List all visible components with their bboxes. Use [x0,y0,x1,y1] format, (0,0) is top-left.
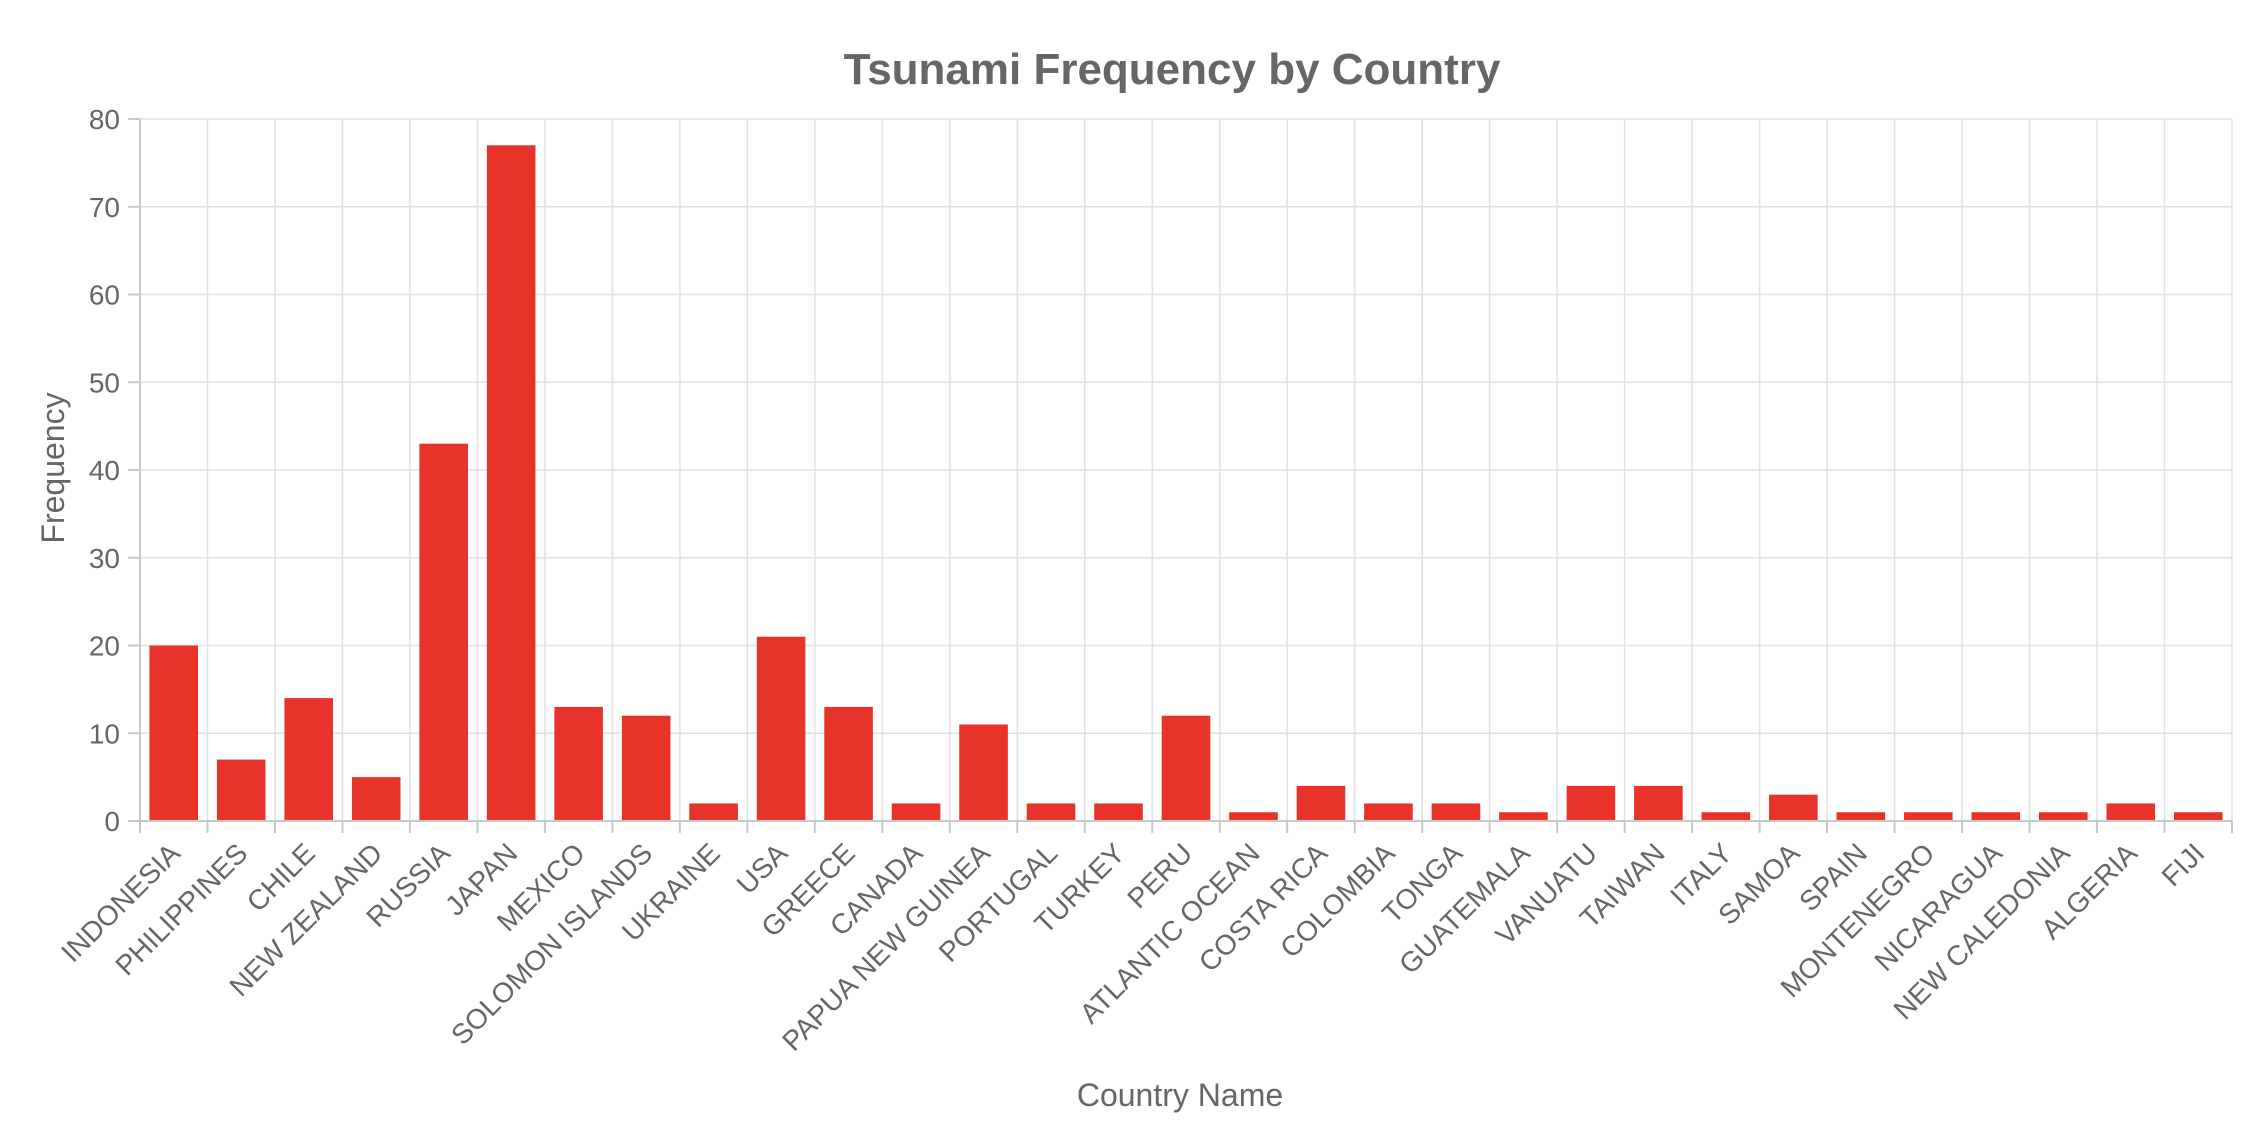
x-axis-title: Country Name [1077,1077,1283,1113]
bar[interactable] [1701,812,1751,821]
y-axis-title: Frequency [35,392,71,543]
bar[interactable] [2038,812,2088,821]
bars [149,145,2223,822]
bar[interactable] [689,803,738,821]
y-tick-label: 30 [89,543,120,574]
bar[interactable] [959,724,1008,821]
y-tick-label: 50 [89,367,120,398]
y-tick-label: 80 [89,104,120,135]
bar[interactable] [621,715,671,821]
x-tick-label: USA [731,837,794,900]
bar[interactable] [1499,812,1548,821]
bar[interactable] [891,803,941,821]
y-tick-label: 20 [89,631,120,662]
y-tick-label: 40 [89,455,120,486]
bar[interactable] [1971,812,2021,821]
y-tick-label: 10 [89,718,120,749]
x-tick-label: FIJI [2156,837,2211,892]
bar[interactable] [1026,803,1076,821]
bar[interactable] [1364,803,1413,821]
bar[interactable] [2106,803,2156,821]
bar[interactable] [1094,803,1143,821]
bar[interactable] [1431,803,1481,821]
bar[interactable] [2173,812,2223,821]
bar[interactable] [824,706,873,821]
bar[interactable] [149,645,199,822]
bar[interactable] [554,706,603,821]
bar[interactable] [1634,785,1683,821]
y-tick-label: 0 [104,806,120,837]
bar[interactable] [351,777,401,821]
bar[interactable] [1296,785,1346,821]
y-axis-ticks: 0 10 20 30 40 50 60 70 80 [89,104,140,837]
bar[interactable] [216,759,266,821]
bar[interactable] [1904,812,1953,821]
y-tick-label: 70 [89,192,120,223]
bar[interactable] [756,636,806,821]
bar[interactable] [486,145,536,821]
bar[interactable] [1566,785,1616,821]
y-tick-label: 60 [89,280,120,311]
bar[interactable] [1229,812,1278,821]
bar[interactable] [419,443,468,821]
bar[interactable] [284,698,334,821]
bar[interactable] [1836,812,1886,821]
bar[interactable] [1769,794,1818,821]
chart-title: Tsunami Frequency by Country [844,45,1501,94]
bar[interactable] [1161,715,1211,821]
